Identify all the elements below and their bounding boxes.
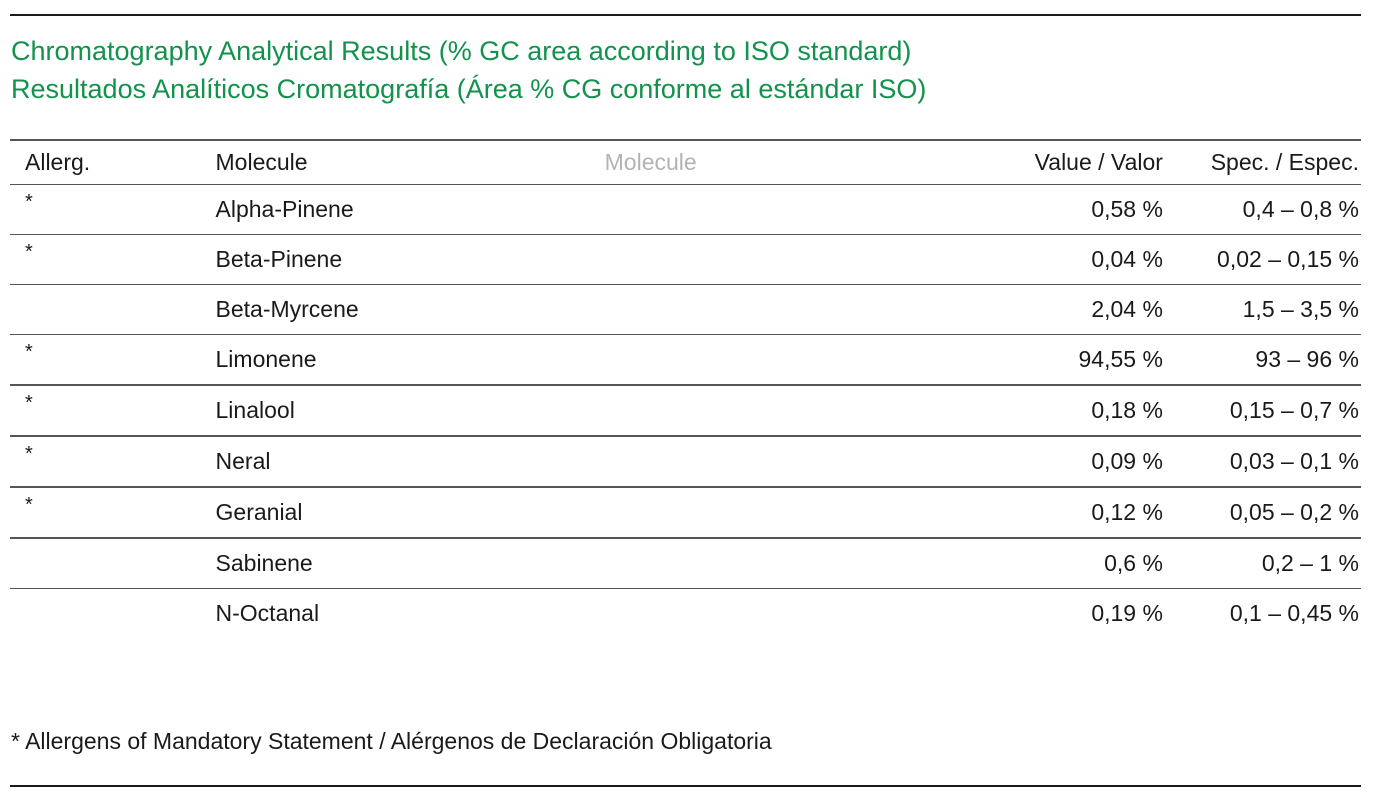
table-row: * Geranial 0,12 % 0,05 – 0,2 % bbox=[10, 487, 1361, 539]
table-row: * Neral 0,09 % 0,03 – 0,1 % bbox=[10, 436, 1361, 488]
table-row: Sabinene 0,6 % 0,2 – 1 % bbox=[10, 538, 1361, 589]
value-cell: 0,12 % bbox=[802, 487, 1163, 539]
molecule-name: Sabinene bbox=[215, 538, 605, 589]
value-cell: 0,6 % bbox=[802, 538, 1163, 589]
spec-cell: 0,1 – 0,45 % bbox=[1229, 600, 1359, 626]
spec-cell: 0,4 – 0,8 % bbox=[1162, 184, 1361, 235]
spec-cell: 0,05 – 0,2 % bbox=[1162, 487, 1361, 539]
allergen-mark bbox=[10, 284, 216, 335]
molecule-name: Linalool bbox=[215, 385, 605, 437]
allergen-mark: * bbox=[10, 234, 216, 285]
spec-cell: 0,15 – 0,7 % bbox=[1162, 385, 1361, 437]
value-cell: 0,19 % bbox=[1091, 600, 1163, 626]
allergen-mark: * bbox=[10, 385, 216, 437]
molecule-name: Beta-Pinene bbox=[215, 234, 605, 285]
empty-cell bbox=[604, 436, 803, 488]
molecule-name: Geranial bbox=[215, 487, 605, 539]
allergen-mark bbox=[10, 589, 216, 639]
empty-cell bbox=[604, 334, 803, 386]
allergen-mark: * bbox=[10, 334, 216, 386]
spec-cell: 0,02 – 0,15 % bbox=[1162, 234, 1361, 285]
allergen-mark: * bbox=[10, 184, 216, 235]
table-row: * Alpha-Pinene 0,58 % 0,4 – 0,8 % bbox=[10, 184, 1361, 235]
value-cell: 0,58 % bbox=[802, 184, 1163, 235]
empty-cell bbox=[604, 538, 803, 589]
value-cell: 2,04 % bbox=[802, 284, 1163, 335]
header-value: Value / Valor bbox=[802, 139, 1163, 185]
results-table: Allerg. Molecule Molecule Value / Valor … bbox=[10, 139, 1361, 638]
header-molecule-ghost: Molecule bbox=[604, 139, 803, 185]
title-english: Chromatography Analytical Results (% GC … bbox=[11, 36, 912, 66]
header-allergen: Allerg. bbox=[10, 139, 216, 185]
allergen-mark: * bbox=[10, 487, 216, 539]
header-spec: Spec. / Espec. bbox=[1162, 139, 1361, 185]
value-cell: 0,18 % bbox=[802, 385, 1163, 437]
allergen-footnote: * Allergens of Mandatory Statement / Alé… bbox=[11, 728, 772, 754]
empty-cell bbox=[604, 487, 803, 539]
value-cell: 0,04 % bbox=[802, 234, 1163, 285]
table-row: * Limonene 94,55 % 93 – 96 % bbox=[10, 334, 1361, 386]
value-cell: 0,09 % bbox=[802, 436, 1163, 488]
molecule-name: Beta-Myrcene bbox=[215, 284, 605, 335]
empty-cell bbox=[604, 234, 803, 285]
spec-cell: 0,2 – 1 % bbox=[1162, 538, 1361, 589]
top-rule bbox=[10, 14, 1361, 16]
allergen-mark: * bbox=[10, 436, 216, 488]
value-cell: 94,55 % bbox=[802, 334, 1163, 386]
bottom-rule bbox=[10, 785, 1361, 787]
table-header-row: Allerg. Molecule Molecule Value / Valor … bbox=[10, 139, 1361, 185]
table-row: N-Octanal 0,19 % 0,1 – 0,45 % bbox=[10, 589, 1361, 639]
allergen-mark bbox=[10, 538, 216, 589]
molecule-name: Neral bbox=[215, 436, 605, 488]
spec-cell: 0,03 – 0,1 % bbox=[1162, 436, 1361, 488]
title-spanish: Resultados Analíticos Cromatografía (Áre… bbox=[11, 74, 927, 104]
table-row: * Beta-Pinene 0,04 % 0,02 – 0,15 % bbox=[10, 234, 1361, 285]
empty-cell bbox=[605, 589, 803, 639]
spec-cell: 1,5 – 3,5 % bbox=[1162, 284, 1361, 335]
molecule-name: Limonene bbox=[215, 334, 605, 386]
molecule-name: N-Octanal bbox=[215, 600, 320, 626]
molecule-name: Alpha-Pinene bbox=[215, 184, 605, 235]
empty-cell bbox=[604, 284, 803, 335]
empty-cell bbox=[604, 184, 803, 235]
table-row: Beta-Myrcene 2,04 % 1,5 – 3,5 % bbox=[10, 284, 1361, 335]
empty-cell bbox=[604, 385, 803, 437]
header-molecule: Molecule bbox=[215, 139, 605, 185]
spec-cell: 93 – 96 % bbox=[1162, 334, 1361, 386]
table-row: * Linalool 0,18 % 0,15 – 0,7 % bbox=[10, 385, 1361, 437]
